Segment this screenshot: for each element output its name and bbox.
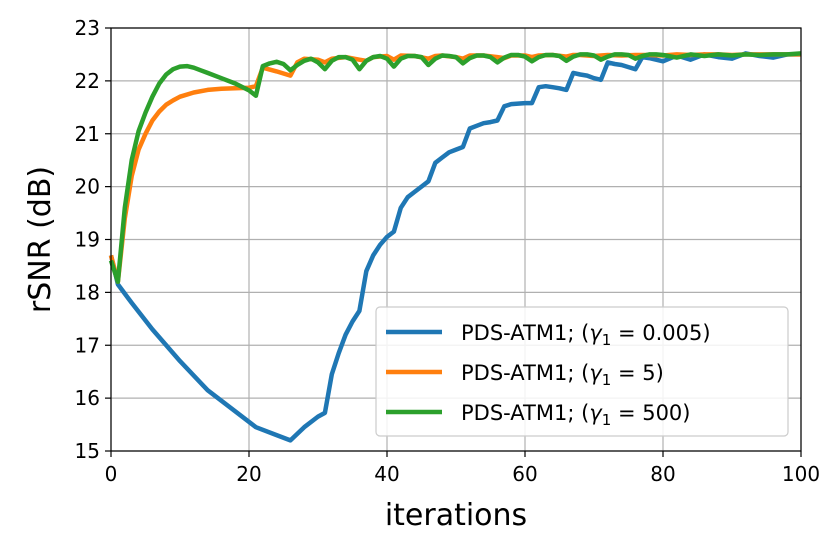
ticks: 0 20 40 60 80 100 15 16 17 18 19 20 21 22 23 [75,16,821,486]
y-tick-label: 15 [75,439,100,463]
x-tick-label: 0 [105,462,118,486]
series-line-2 [108,51,802,285]
legend-label-subscript: 1 [602,371,612,389]
y-tick-label: 19 [75,228,100,252]
legend-label-gamma: γ [589,401,603,425]
x-tick-label: 40 [374,462,399,486]
legend-label-prefix: PDS-ATM1; ( [461,401,589,425]
legend-label-suffix: = 500) [611,401,690,425]
y-tick-label: 20 [75,175,100,199]
y-tick-label: 23 [75,16,100,40]
x-tick-label: 80 [650,462,675,486]
legend-box [375,306,789,437]
legend-label-prefix: PDS-ATM1; ( [461,361,589,385]
legend-label-2: PDS-ATM1; (γ1 = 500) [461,401,691,429]
y-tick-label: 18 [75,280,100,304]
y-tick-label: 17 [75,333,100,357]
legend-label-0: PDS-ATM1; (γ1 = 0.005) [461,321,711,349]
legend-label-gamma: γ [589,321,603,345]
x-tick-label: 20 [236,462,261,486]
y-axis-label: rSNR (dB) [23,166,58,313]
legend-label-subscript: 1 [602,411,612,429]
x-axis-label: iterations [385,498,527,533]
y-tick-label: 16 [75,386,100,410]
y-tick-label: 21 [75,122,100,146]
legend-label-gamma: γ [589,361,603,385]
legend-label-1: PDS-ATM1; (γ1 = 5) [461,361,664,389]
legend-label-subscript: 1 [602,331,612,349]
x-tick-label: 100 [782,462,820,486]
legend-label-prefix: PDS-ATM1; ( [461,321,589,345]
x-tick-label: 60 [512,462,537,486]
series-lines [108,51,802,443]
y-tick-label: 22 [75,69,100,93]
legend: PDS-ATM1; (γ1 = 0.005)PDS-ATM1; (γ1 = 5)… [375,306,789,437]
legend-label-suffix: = 5) [611,361,664,385]
legend-label-suffix: = 0.005) [611,321,710,345]
